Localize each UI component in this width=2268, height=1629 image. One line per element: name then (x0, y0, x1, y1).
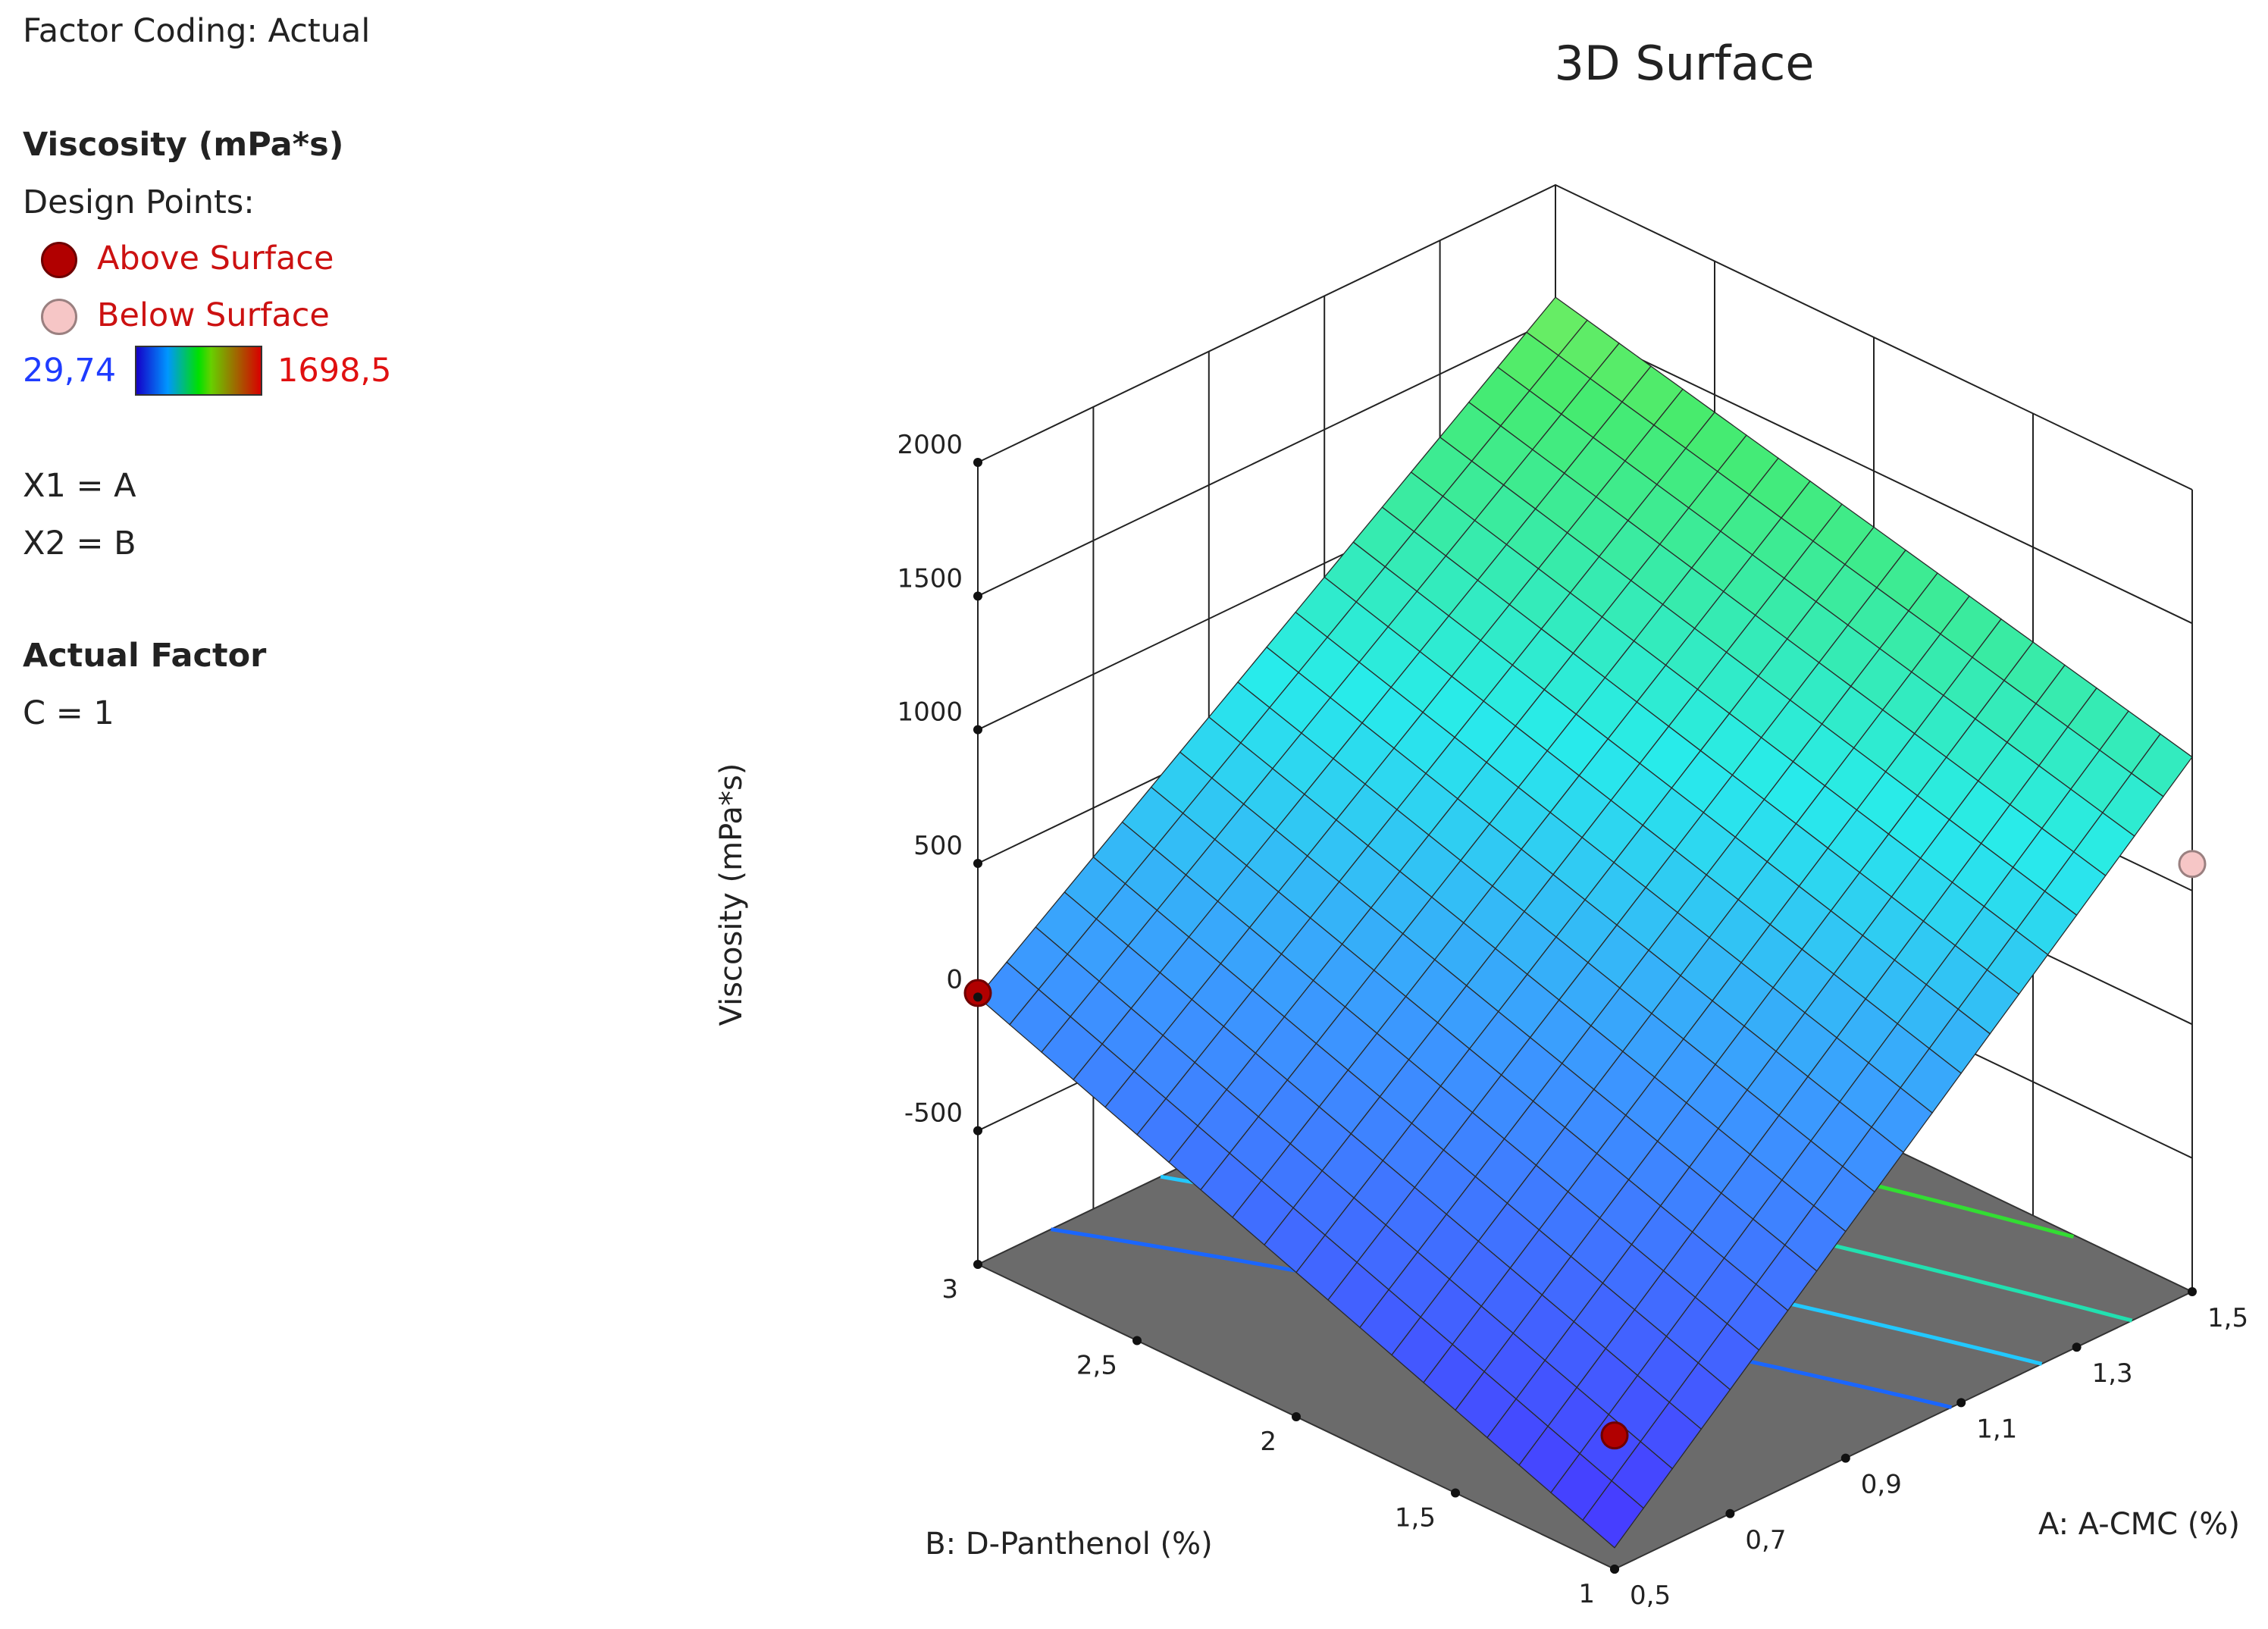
z-tick-label: 1500 (897, 563, 963, 594)
y-tick-label: 1,5 (1395, 1503, 1436, 1533)
z-axis-label: Viscosity (mPa*s) (714, 763, 749, 1026)
y-tick-mark (1132, 1336, 1142, 1345)
below-surface-marker (41, 299, 77, 335)
y-tick-mark (1292, 1412, 1301, 1421)
x-tick-label: 1,5 (2207, 1303, 2248, 1333)
y-tick-label: 3 (941, 1274, 958, 1305)
x-tick-label: 0,9 (1861, 1470, 1902, 1500)
y-tick-mark (1610, 1565, 1619, 1574)
z-tick-label: 500 (913, 831, 963, 861)
z-tick-mark (973, 458, 982, 467)
color-scale-bar (135, 346, 262, 396)
response-surface (977, 296, 2193, 1549)
x-tick-mark (1725, 1508, 1735, 1518)
x-tick-label: 1,3 (2092, 1358, 2133, 1389)
chart-title: 3D Surface (1554, 36, 1814, 91)
x-axis-label: A: A-CMC (%) (2038, 1507, 2240, 1542)
x-tick-mark (2072, 1342, 2082, 1352)
y-tick-mark (973, 1260, 982, 1269)
z-tick-label: -500 (904, 1098, 963, 1129)
design-points (963, 850, 2207, 1450)
design-points-label: Design Points: (23, 183, 255, 221)
z-tick-mark (973, 591, 982, 601)
factor-coding-label: Factor Coding: Actual (23, 12, 371, 50)
legend-panel: Factor Coding: Actual Viscosity (mPa*s) … (0, 0, 682, 758)
x1-mapping: X1 = A (23, 467, 136, 505)
design-point-above (1600, 1421, 1629, 1450)
x-tick-label: 0,7 (1745, 1525, 1786, 1555)
color-scale-max: 1698,5 (277, 352, 392, 390)
x2-mapping: X2 = B (23, 525, 136, 562)
z-tick-label: 0 (946, 964, 963, 995)
z-tick-mark (973, 725, 982, 735)
y-tick-label: 1 (1578, 1579, 1595, 1609)
y-tick-mark (1451, 1488, 1460, 1498)
z-tick-label: 2000 (897, 430, 963, 460)
y-tick-label: 2 (1260, 1427, 1277, 1457)
x-tick-mark (1840, 1453, 1850, 1463)
surface-cell (1582, 1480, 1644, 1549)
y-tick-label: 2,5 (1076, 1351, 1117, 1381)
y-axis-label: B: D-Panthenol (%) (925, 1527, 1213, 1562)
color-scale-min: 29,74 (23, 352, 117, 390)
z-tick-mark (973, 992, 982, 1002)
x-tick-mark (2188, 1287, 2197, 1296)
below-surface-label: Below Surface (97, 296, 330, 334)
actual-factor-value: C = 1 (23, 694, 114, 732)
above-surface-marker (41, 242, 77, 278)
above-surface-label: Above Surface (97, 240, 334, 277)
actual-factor-title: Actual Factor (23, 637, 267, 675)
z-tick-mark (973, 1126, 982, 1136)
x-tick-label: 0,5 (1630, 1580, 1671, 1611)
response-title: Viscosity (mPa*s) (23, 126, 344, 164)
axis-ticks: -500 0 500 1000 1500 2000 0,5 0,7 0,9 1,1 1,3 1,5 1 1… (897, 430, 2248, 1611)
design-point-below (2178, 850, 2207, 879)
x-tick-mark (1956, 1398, 1966, 1408)
z-tick-mark (973, 859, 982, 868)
z-tick-label: 1000 (897, 697, 963, 728)
x-tick-label: 1,1 (1976, 1414, 2017, 1444)
